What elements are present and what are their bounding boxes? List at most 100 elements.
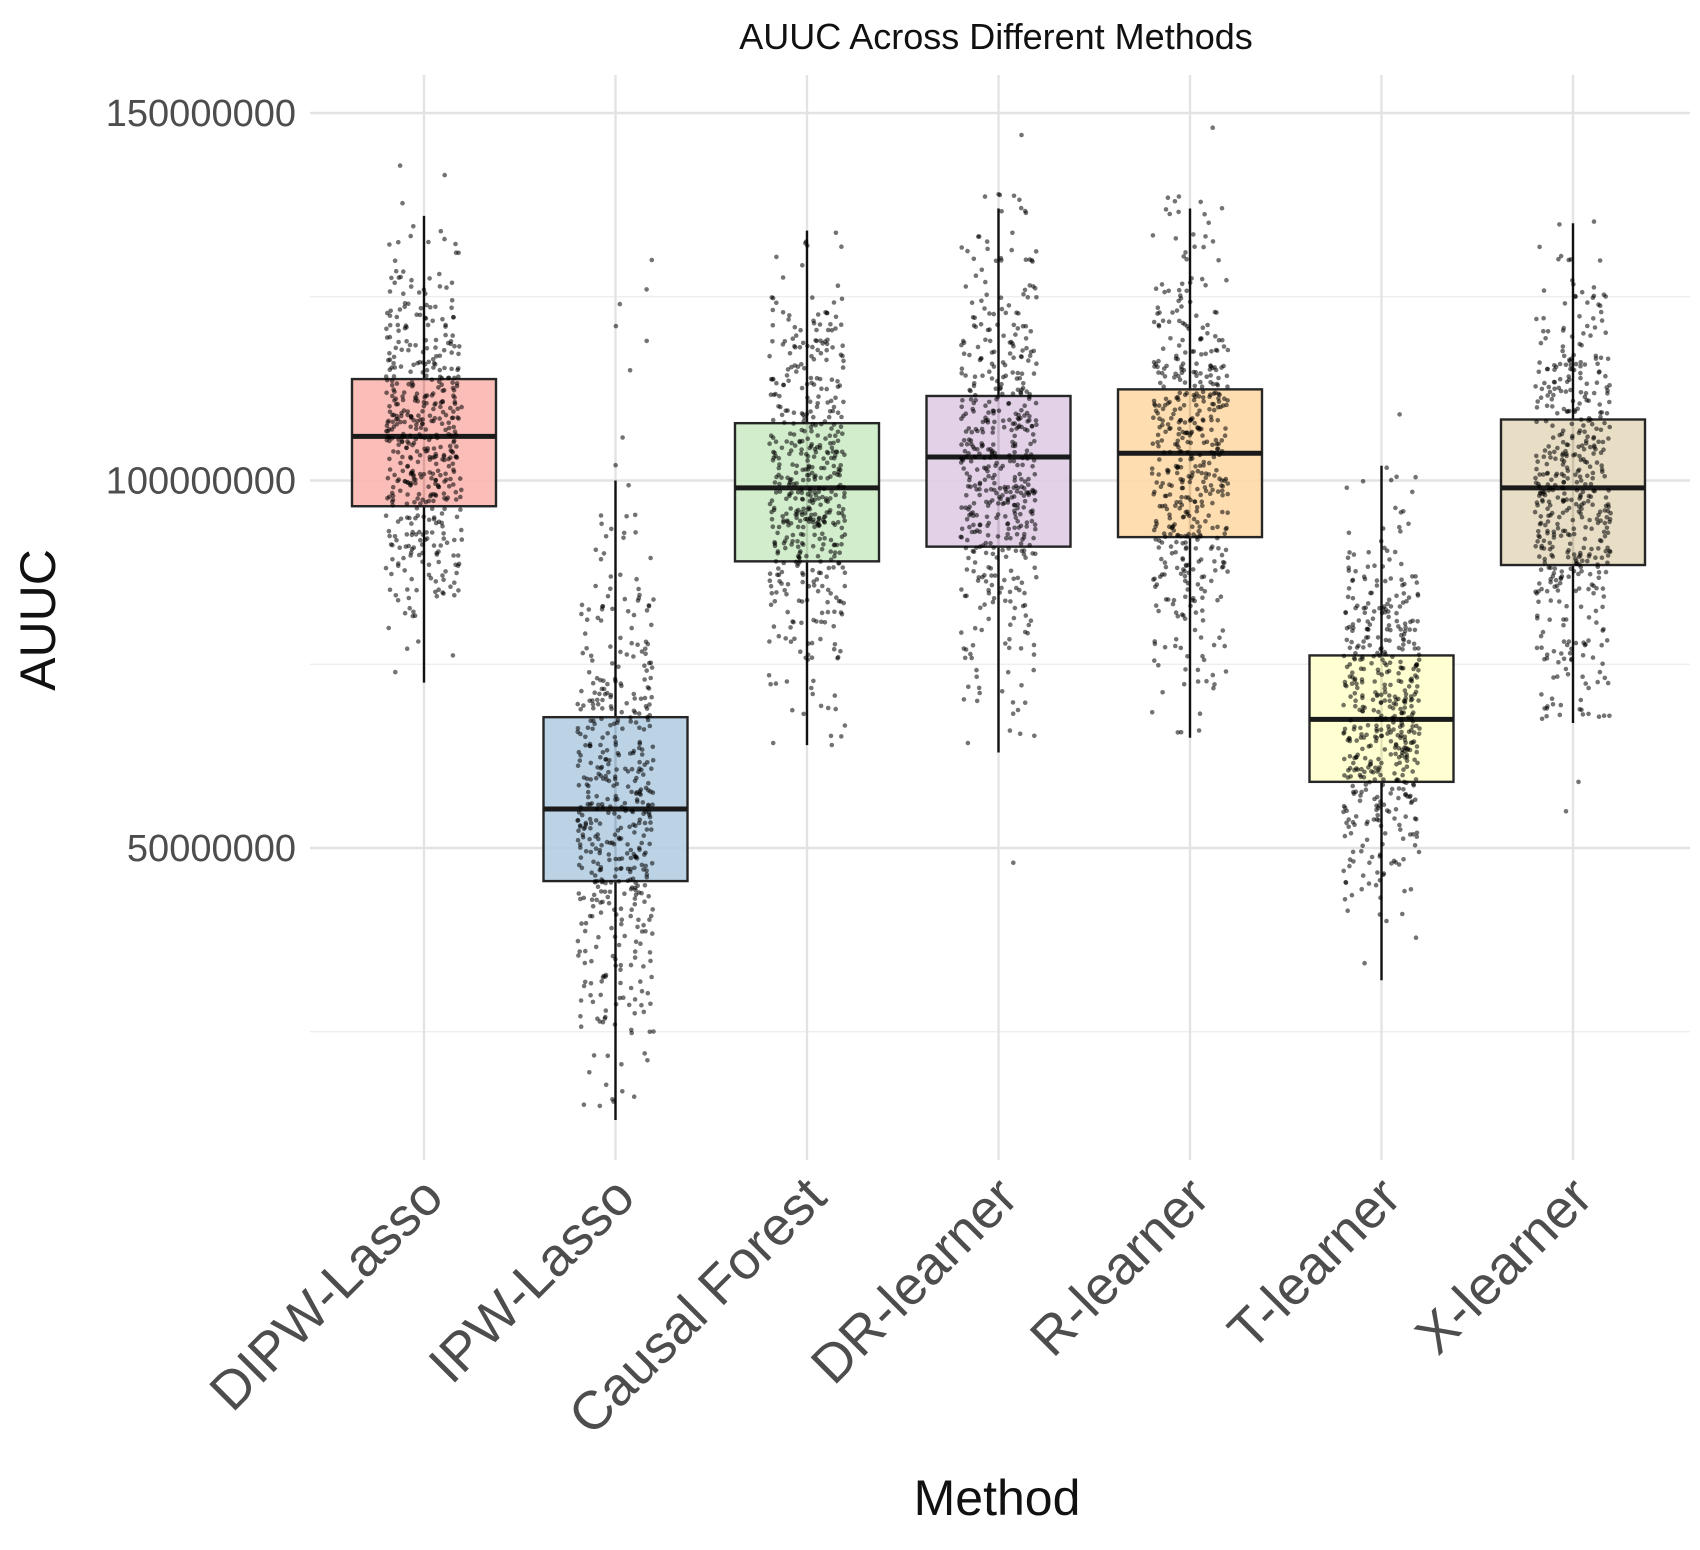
- data-point: [1379, 733, 1385, 739]
- data-point: [621, 530, 627, 536]
- data-point: [1574, 487, 1580, 493]
- data-point: [448, 339, 454, 344]
- data-point: [799, 487, 804, 492]
- data-point: [427, 276, 432, 281]
- data-point: [1362, 960, 1367, 966]
- data-point: [619, 917, 625, 922]
- data-point: [1401, 637, 1407, 643]
- data-point: [840, 565, 846, 570]
- data-point: [784, 535, 790, 540]
- data-point: [770, 295, 776, 301]
- data-point: [1177, 318, 1182, 324]
- data-point: [1604, 525, 1610, 531]
- data-point: [1374, 807, 1379, 813]
- data-point: [799, 362, 804, 367]
- data-point: [637, 725, 642, 731]
- data-point: [412, 499, 417, 505]
- data-point: [1584, 397, 1589, 403]
- data-point: [419, 475, 424, 480]
- data-point: [979, 298, 984, 304]
- data-point: [1028, 618, 1034, 623]
- data-point: [1564, 442, 1570, 447]
- data-point: [1407, 627, 1412, 632]
- data-point: [643, 704, 649, 709]
- data-point: [1013, 548, 1019, 553]
- data-point: [1386, 809, 1392, 814]
- data-point: [632, 854, 638, 859]
- data-point: [1401, 591, 1407, 596]
- data-point: [1398, 659, 1403, 665]
- data-point: [1012, 605, 1018, 611]
- data-point: [1179, 304, 1184, 309]
- data-point: [985, 533, 991, 538]
- data-point: [578, 855, 584, 860]
- data-point: [393, 345, 399, 351]
- data-point: [576, 828, 581, 833]
- data-point: [814, 327, 819, 333]
- data-point: [436, 587, 442, 592]
- data-point: [642, 1051, 647, 1056]
- data-point: [1416, 657, 1422, 663]
- data-point: [629, 1027, 634, 1033]
- data-point: [1023, 452, 1029, 458]
- data-point: [769, 376, 774, 382]
- data-point: [991, 311, 996, 317]
- data-point: [822, 419, 828, 424]
- data-point: [805, 652, 811, 658]
- data-point: [1203, 475, 1209, 481]
- data-point: [440, 590, 446, 595]
- data-point: [449, 415, 455, 421]
- data-point: [1571, 531, 1577, 537]
- data-point: [1169, 416, 1174, 421]
- data-point: [1594, 426, 1599, 432]
- data-point: [632, 830, 637, 835]
- data-point: [1005, 521, 1011, 526]
- data-point: [1345, 594, 1351, 600]
- data-point: [1149, 471, 1155, 476]
- data-point: [793, 470, 799, 476]
- data-point: [390, 499, 395, 505]
- data-point: [1544, 588, 1550, 594]
- data-point: [971, 522, 976, 528]
- data-point: [771, 449, 776, 455]
- data-point: [1565, 476, 1570, 481]
- data-point: [836, 561, 841, 566]
- data-point: [602, 889, 608, 894]
- data-point: [840, 506, 846, 512]
- data-point: [413, 436, 419, 442]
- data-point: [1354, 754, 1359, 760]
- data-point: [1603, 495, 1609, 500]
- data-point: [983, 403, 988, 409]
- data-point: [593, 547, 599, 553]
- data-point: [596, 771, 601, 777]
- data-point: [1386, 597, 1392, 603]
- data-point: [1020, 455, 1025, 461]
- data-point: [961, 351, 967, 357]
- data-point: [1563, 666, 1569, 672]
- data-point: [965, 740, 971, 746]
- data-point: [1351, 760, 1356, 766]
- data-point: [1012, 525, 1017, 531]
- data-point: [1596, 546, 1601, 551]
- data-point: [1203, 488, 1209, 494]
- data-point: [987, 369, 992, 375]
- data-point: [811, 454, 817, 460]
- data-point: [449, 298, 455, 303]
- data-point: [416, 290, 422, 295]
- data-point: [780, 514, 785, 519]
- data-point: [772, 480, 778, 485]
- data-point: [1598, 355, 1604, 361]
- data-point: [1552, 386, 1557, 392]
- data-point: [766, 673, 772, 678]
- data-point: [1347, 662, 1353, 667]
- data-point: [1542, 448, 1548, 453]
- data-point: [1159, 556, 1164, 562]
- data-point: [1539, 692, 1544, 697]
- data-point: [451, 482, 456, 487]
- data-point: [1570, 278, 1575, 283]
- data-point: [1593, 353, 1599, 359]
- data-point: [619, 921, 624, 927]
- data-point: [1372, 777, 1378, 782]
- data-point: [1352, 724, 1357, 729]
- data-point: [618, 649, 623, 655]
